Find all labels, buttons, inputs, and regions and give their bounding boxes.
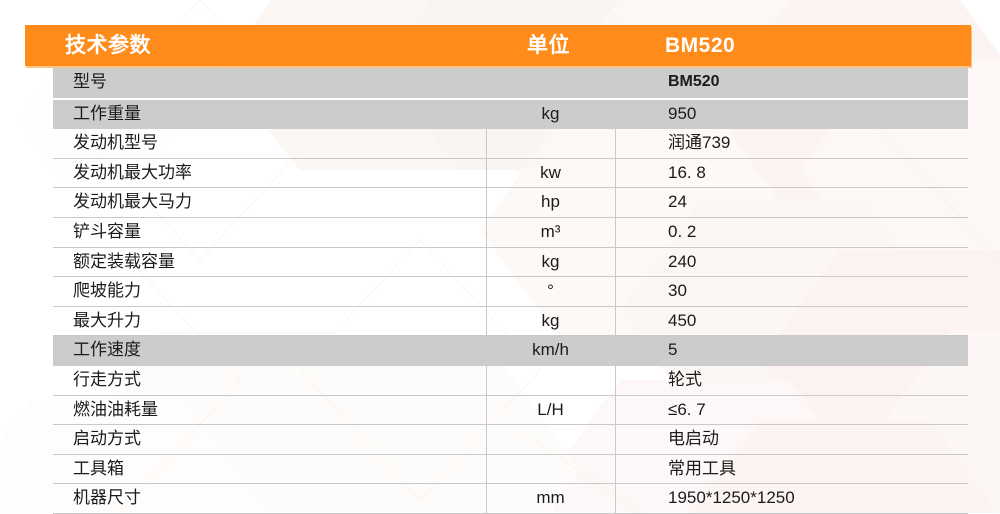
cell-parameter: 工作重量 bbox=[73, 103, 141, 123]
cell-unit: kw bbox=[540, 162, 561, 182]
column-divider bbox=[615, 336, 616, 365]
cell-unit: mm bbox=[536, 488, 565, 508]
cell-unit: hp bbox=[541, 192, 560, 212]
table-header-row: 技术参数 单位 BM520 bbox=[25, 25, 971, 66]
cell-parameter: 发动机型号 bbox=[73, 133, 158, 153]
column-divider bbox=[486, 277, 487, 306]
cell-parameter: 铲斗容量 bbox=[73, 221, 141, 241]
column-divider bbox=[486, 484, 487, 513]
column-divider bbox=[615, 395, 616, 425]
header-parameter-label: 技术参数 bbox=[65, 34, 151, 57]
cell-value: 16. 8 bbox=[668, 162, 706, 182]
cell-unit: kg bbox=[541, 251, 560, 271]
table-row: 铲斗容量 m³ 0. 2 bbox=[53, 217, 968, 248]
cell-value: ≤6. 7 bbox=[668, 399, 706, 419]
column-divider bbox=[486, 217, 487, 247]
table-row: 机器尺寸 mm 1950*1250*1250 bbox=[53, 484, 968, 514]
column-divider bbox=[615, 217, 616, 247]
cell-parameter: 启动方式 bbox=[73, 429, 141, 449]
column-divider bbox=[615, 277, 616, 306]
table-row: 型号 BM520 bbox=[53, 68, 968, 98]
cell-value: 240 bbox=[668, 251, 697, 271]
header-model-label: BM520 bbox=[665, 34, 736, 57]
cell-value: 30 bbox=[668, 281, 687, 301]
header-unit-label: 单位 bbox=[527, 34, 570, 57]
table-row: 发动机型号 润通739 bbox=[53, 129, 968, 159]
cell-unit bbox=[486, 366, 615, 395]
cell-value: 450 bbox=[668, 310, 697, 330]
table-row: 额定装载容量 kg 240 bbox=[53, 247, 968, 278]
cell-parameter: 额定装载容量 bbox=[73, 251, 175, 271]
column-divider bbox=[486, 247, 487, 277]
cell-parameter: 最大升力 bbox=[73, 310, 141, 330]
cell-unit bbox=[486, 425, 615, 454]
cell-parameter: 工具箱 bbox=[73, 458, 124, 478]
table-row: 发动机最大功率 kw 16. 8 bbox=[53, 158, 968, 189]
column-divider bbox=[615, 100, 616, 129]
table-row: 工作速度 km/h 5 bbox=[53, 336, 968, 366]
cell-parameter: 型号 bbox=[73, 72, 107, 91]
cell-unit: m³ bbox=[540, 221, 561, 241]
column-divider bbox=[486, 129, 487, 158]
cell-value: 950 bbox=[668, 103, 697, 123]
cell-parameter: 燃油油耗量 bbox=[73, 399, 158, 419]
cell-unit bbox=[486, 129, 615, 158]
table-row: 发动机最大马力 hp 24 bbox=[53, 188, 968, 218]
cell-parameter: 发动机最大马力 bbox=[73, 192, 192, 212]
column-divider bbox=[486, 365, 487, 395]
column-divider bbox=[486, 454, 487, 484]
cell-value: BM520 bbox=[668, 73, 720, 90]
cell-value: 1950*1250*1250 bbox=[668, 488, 795, 508]
column-divider bbox=[615, 158, 616, 188]
column-divider bbox=[615, 68, 616, 97]
cell-unit bbox=[486, 68, 615, 97]
cell-parameter: 行走方式 bbox=[73, 369, 141, 389]
cell-value: 润通739 bbox=[668, 133, 731, 153]
column-divider bbox=[486, 306, 487, 336]
column-divider bbox=[486, 395, 487, 425]
cell-parameter: 爬坡能力 bbox=[73, 281, 141, 301]
cell-unit bbox=[486, 455, 615, 484]
cell-unit: km/h bbox=[532, 340, 569, 360]
column-divider bbox=[486, 188, 487, 217]
table-body: 型号 BM520 工作重量 kg 950 发动机型号 润通739 发动机最大功率 kw 16. 8… bbox=[53, 68, 968, 514]
table-row: 工作重量 kg 950 bbox=[53, 97, 968, 130]
cell-value: 电启动 bbox=[668, 429, 719, 449]
table-row: 最大升力 kg 450 bbox=[53, 306, 968, 337]
table-row: 启动方式 电启动 bbox=[53, 425, 968, 455]
column-divider bbox=[486, 425, 487, 454]
table-row: 燃油油耗量 L/H ≤6. 7 bbox=[53, 395, 968, 426]
cell-unit: kg bbox=[541, 103, 560, 123]
table-row: 爬坡能力 ° 30 bbox=[53, 277, 968, 307]
column-divider bbox=[615, 129, 616, 158]
column-divider bbox=[615, 454, 616, 484]
cell-parameter: 机器尺寸 bbox=[73, 488, 141, 508]
column-divider bbox=[615, 306, 616, 336]
cell-unit: kg bbox=[541, 310, 560, 330]
column-divider bbox=[615, 188, 616, 217]
cell-value: 轮式 bbox=[668, 369, 702, 389]
cell-unit: L/H bbox=[537, 399, 564, 419]
cell-value: 24 bbox=[668, 192, 687, 212]
column-divider bbox=[615, 365, 616, 395]
cell-value: 常用工具 bbox=[668, 458, 736, 478]
table-row: 行走方式 轮式 bbox=[53, 365, 968, 396]
cell-unit: ° bbox=[547, 281, 554, 301]
column-divider bbox=[615, 425, 616, 454]
cell-parameter: 发动机最大功率 bbox=[73, 162, 192, 182]
cell-value: 5 bbox=[668, 340, 678, 360]
column-divider bbox=[615, 247, 616, 277]
column-divider bbox=[486, 158, 487, 188]
column-divider bbox=[615, 484, 616, 513]
table-row: 工具箱 常用工具 bbox=[53, 454, 968, 485]
cell-value: 0. 2 bbox=[668, 221, 697, 241]
cell-parameter: 工作速度 bbox=[73, 340, 141, 360]
